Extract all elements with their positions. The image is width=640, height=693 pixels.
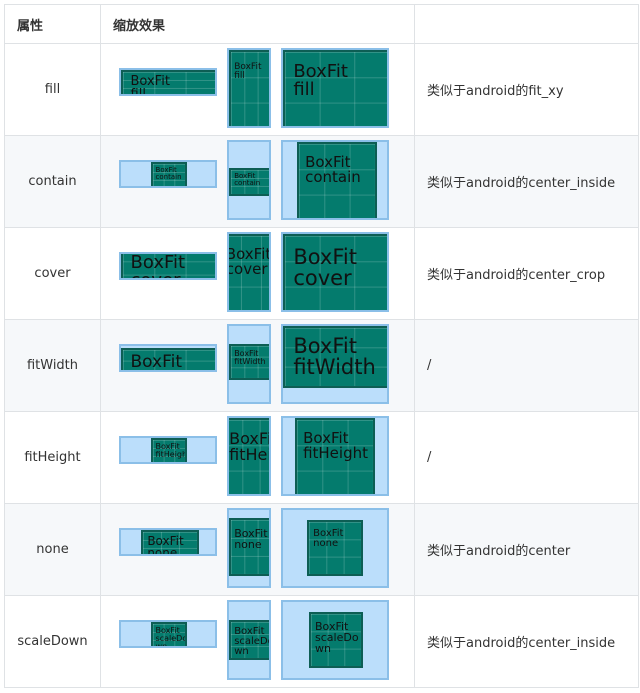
fit-image: BoxFit scaleDo wn (309, 612, 363, 668)
fit-container: BoxFit cover (281, 232, 389, 312)
image-label: BoxFit contain (155, 166, 182, 182)
fit-image: BoxFit none (141, 530, 199, 556)
table-row: fill BoxFit fill BoxFit fill BoxFit fill 类… (4, 43, 639, 136)
effect-demo: BoxFit cover BoxFit cover BoxFit cover (100, 227, 415, 320)
fit-container: BoxFit fill (227, 48, 271, 128)
effect-demo: BoxFit fitWidth BoxFit fitWidth BoxFit fit… (100, 319, 415, 412)
header-effect: 缩放效果 (100, 4, 415, 44)
property-name: fitWidth (4, 319, 101, 412)
fit-container: BoxFit cover (227, 232, 271, 312)
image-label: BoxFit fitWidth (234, 349, 266, 367)
fit-container: BoxFit scaleDo wn (119, 620, 217, 648)
image-label: BoxFit scaleDo wn (234, 626, 271, 658)
fit-image: BoxFit none (307, 520, 363, 576)
fit-image: BoxFit fitWidth (229, 344, 269, 380)
effect-demo: BoxFit contain BoxFit contain BoxFit conta… (100, 135, 415, 228)
table-row: none BoxFit none BoxFit none BoxFit none 类… (4, 503, 639, 596)
property-description: 类似于android的center_inside (414, 595, 639, 688)
fit-image: BoxFit contain (229, 168, 269, 196)
header-row: 属性 缩放效果 (4, 4, 639, 44)
property-description: 类似于android的fit_xy (414, 43, 639, 136)
fit-image: BoxFit cover (121, 252, 215, 278)
image-label: BoxFit fill (130, 74, 170, 96)
fit-image: BoxFit cover (227, 234, 271, 310)
image-label: BoxFit contain (234, 172, 261, 188)
property-description: / (414, 319, 639, 412)
effect-demo: BoxFit fitHeight BoxFit fitHeight BoxFit f… (100, 411, 415, 504)
fit-image: BoxFit fitHeight (295, 418, 375, 494)
image-label: BoxFit fitHeight (303, 428, 368, 462)
fit-image: BoxFit none (229, 518, 269, 576)
boxfit-table: 属性 缩放效果 fill BoxFit fill BoxFit fill BoxFi… (4, 4, 639, 688)
fit-image: BoxFit scaleDo wn (229, 620, 271, 660)
fit-image: BoxFit fitWidth (283, 326, 387, 388)
table-row: scaleDown BoxFit scaleDo wn BoxFit scaleD… (4, 595, 639, 688)
fit-image: BoxFit fill (229, 50, 269, 126)
image-label: BoxFit scaleDo wn (155, 626, 187, 648)
property-name: fitHeight (4, 411, 101, 504)
fit-image: BoxFit contain (151, 162, 187, 186)
fit-container: BoxFit scaleDo wn (281, 600, 389, 680)
fit-container: BoxFit fitWidth (227, 324, 271, 404)
image-label: BoxFit none (313, 528, 344, 550)
fit-image: BoxFit fill (283, 50, 387, 126)
fit-container: BoxFit fitHeight (119, 436, 217, 464)
fit-image: BoxFit fitWidth (121, 348, 215, 372)
property-description: 类似于android的center_crop (414, 227, 639, 320)
table-row: contain BoxFit contain BoxFit contain BoxF… (4, 135, 639, 228)
header-description (414, 4, 639, 44)
effect-demo: BoxFit none BoxFit none BoxFit none (100, 503, 415, 596)
fit-container: BoxFit none (119, 528, 217, 556)
header-property: 属性 (4, 4, 101, 44)
image-label: BoxFit fitHeight (229, 428, 271, 464)
image-label: BoxFit scaleDo wn (315, 620, 359, 656)
fit-container: BoxFit fitWidth (281, 324, 389, 404)
fit-image: BoxFit fitHeight (151, 438, 187, 462)
fit-container: BoxFit contain (119, 160, 217, 188)
property-name: cover (4, 227, 101, 320)
image-label: BoxFit none (234, 526, 268, 551)
fit-container: BoxFit fitHeight (227, 416, 271, 496)
fit-container: BoxFit cover (119, 252, 217, 280)
fit-container: BoxFit none (227, 508, 271, 588)
fit-image: BoxFit fill (121, 70, 215, 96)
fit-container: BoxFit fitWidth (119, 344, 217, 372)
property-name: scaleDown (4, 595, 101, 688)
effect-demo: BoxFit fill BoxFit fill BoxFit fill (100, 43, 415, 136)
image-label: BoxFit fitHeight (155, 442, 187, 460)
fit-image: BoxFit contain (297, 142, 377, 218)
fit-container: BoxFit fill (119, 68, 217, 96)
image-label: BoxFit cover (293, 244, 357, 290)
image-label: BoxFit fill (293, 60, 348, 100)
effect-demo: BoxFit scaleDo wn BoxFit scaleDo wn BoxFit… (100, 595, 415, 688)
image-label: BoxFit none (147, 534, 184, 556)
property-name: fill (4, 43, 101, 136)
fit-image: BoxFit scaleDo wn (151, 622, 187, 648)
image-label: BoxFit cover (227, 244, 271, 278)
property-description: 类似于android的center (414, 503, 639, 596)
image-label: BoxFit fill (234, 61, 262, 81)
fit-image: BoxFit fitHeight (229, 418, 271, 494)
fit-container: BoxFit contain (281, 140, 389, 220)
property-description: / (414, 411, 639, 504)
property-name: none (4, 503, 101, 596)
fit-container: BoxFit contain (227, 140, 271, 220)
fit-image: BoxFit cover (283, 234, 387, 310)
fit-container: BoxFit none (281, 508, 389, 588)
property-description: 类似于android的center_inside (414, 135, 639, 228)
image-label: BoxFit fitWidth (130, 352, 183, 372)
fit-container: BoxFit fitHeight (281, 416, 389, 496)
image-label: BoxFit cover (130, 252, 186, 278)
property-name: contain (4, 135, 101, 228)
image-label: BoxFit fitWidth (293, 334, 376, 380)
image-label: BoxFit contain (305, 152, 361, 186)
fit-container: BoxFit fill (281, 48, 389, 128)
fit-container: BoxFit scaleDo wn (227, 600, 271, 680)
